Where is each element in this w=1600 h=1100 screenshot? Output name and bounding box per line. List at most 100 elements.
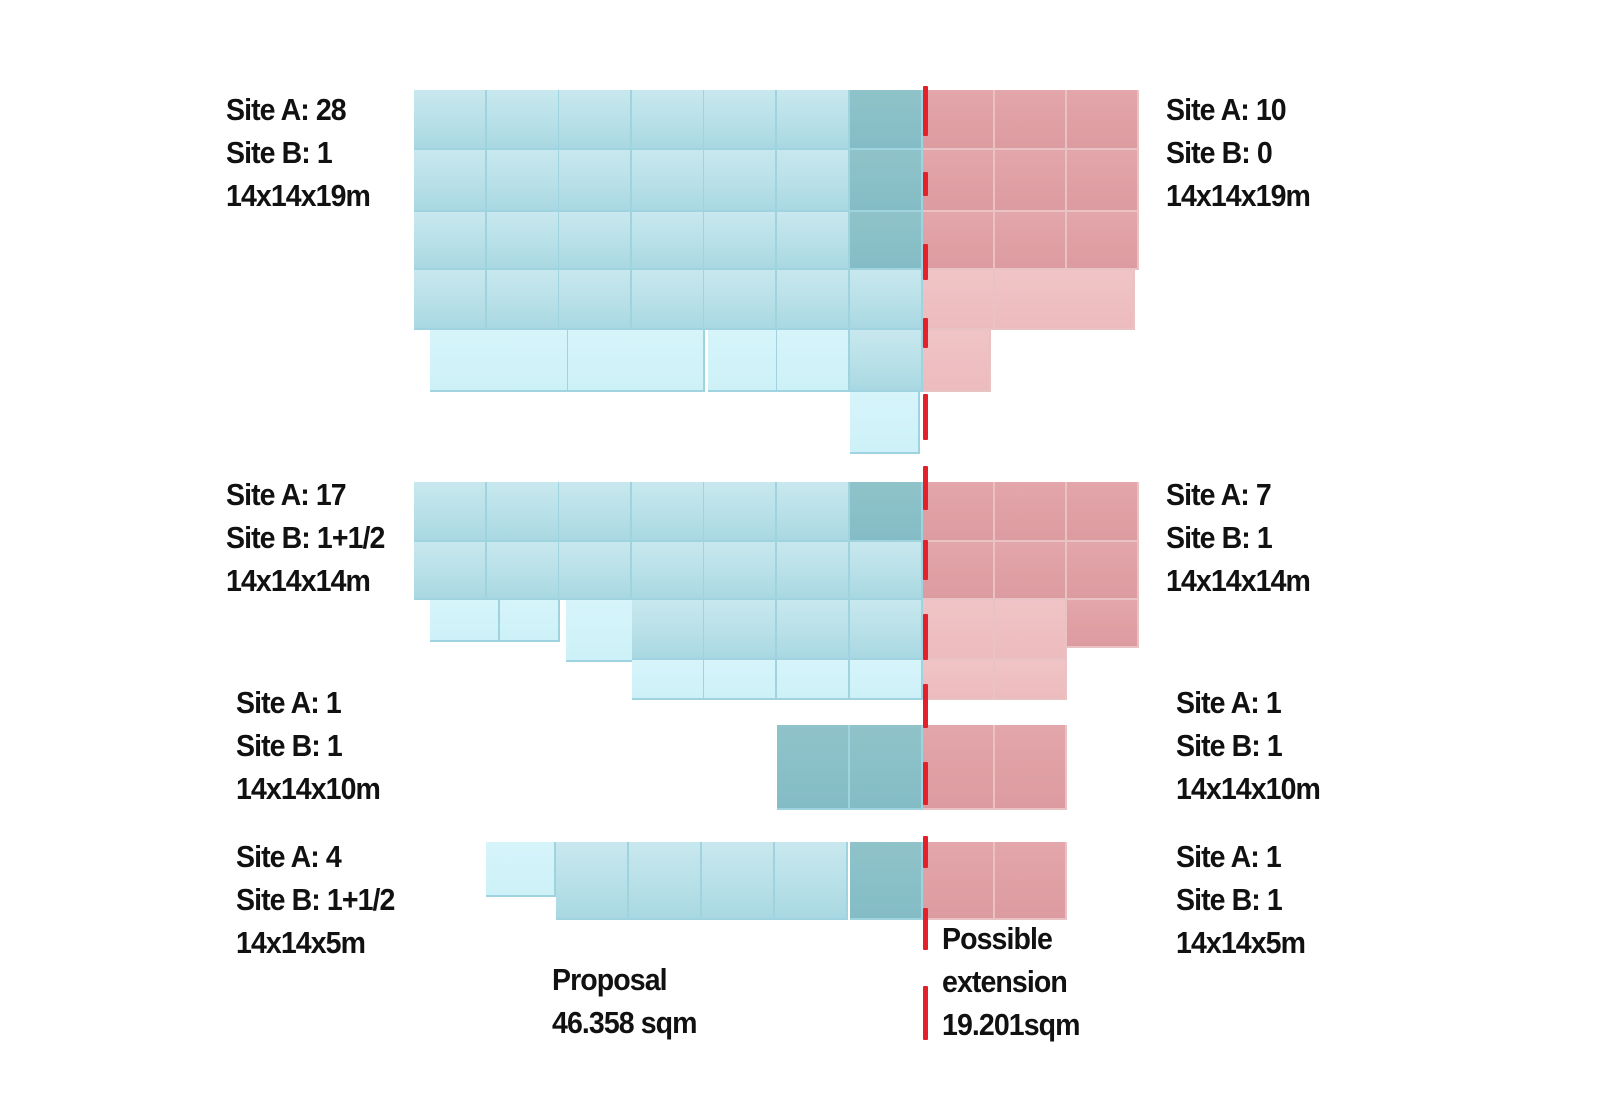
site-a-count: Site A: 1: [1176, 685, 1282, 720]
proposal-block: [629, 842, 702, 920]
divider-dash: [923, 394, 928, 440]
row-19m-proposal-label: Site A: 28 Site B: 1 14x14x19m: [226, 88, 371, 217]
extension-block: [923, 660, 995, 700]
divider-dash: [923, 614, 928, 660]
proposal-block: [850, 270, 923, 330]
proposal-block: [704, 90, 777, 150]
divider-dash: [923, 908, 928, 950]
extension-total: Possible extension 19.201sqm: [942, 917, 1081, 1046]
site-a-count: Site A: 7: [1166, 477, 1272, 512]
proposal-block: [704, 542, 777, 600]
proposal-title: Proposal: [552, 962, 668, 997]
extension-block: [923, 725, 995, 810]
block-size: 14x14x19m: [1166, 178, 1311, 213]
extension-block: [1067, 600, 1139, 648]
site-b-count: Site B: 0: [1166, 135, 1273, 170]
proposal-block: [704, 482, 777, 542]
block-size: 14x14x19m: [226, 178, 371, 213]
proposal-block: [850, 600, 923, 660]
row-14m-extension-label: Site A: 7 Site B: 1 14x14x14m: [1166, 473, 1311, 602]
extension-block: [1055, 270, 1135, 330]
proposal-block: [850, 725, 923, 810]
proposal-block: [777, 270, 850, 330]
proposal-block: [704, 150, 777, 212]
extension-title-line1: Possible: [942, 921, 1053, 956]
proposal-block: [556, 842, 629, 920]
row-5m-proposal-label: Site A: 4 Site B: 1+1/2 14x14x5m: [236, 835, 395, 964]
proposal-block: [702, 842, 775, 920]
proposal-block: [704, 660, 777, 700]
block-size: 14x14x14m: [226, 563, 371, 598]
proposal-block: [414, 150, 487, 212]
site-a-count: Site A: 10: [1166, 92, 1287, 127]
divider-dash: [923, 986, 928, 1040]
site-b-count: Site B: 1: [1166, 520, 1273, 555]
site-b-count: Site B: 1: [226, 135, 333, 170]
extension-block: [995, 150, 1067, 212]
proposal-block: [850, 392, 920, 454]
proposal-block: [487, 212, 560, 270]
site-a-count: Site A: 28: [226, 92, 347, 127]
proposal-block: [850, 842, 923, 920]
proposal-block: [777, 600, 850, 660]
divider-dash: [923, 836, 928, 868]
proposal-block: [777, 542, 850, 600]
proposal-area: 46.358 sqm: [552, 1005, 698, 1040]
row-5m-extension-label: Site A: 1 Site B: 1 14x14x5m: [1176, 835, 1306, 964]
proposal-block: [430, 330, 500, 392]
proposal-block: [414, 270, 487, 330]
proposal-block: [632, 212, 705, 270]
extension-area: 19.201sqm: [942, 1007, 1081, 1042]
proposal-block: [487, 90, 560, 150]
row-10m-proposal-label: Site A: 1 Site B: 1 14x14x10m: [236, 681, 381, 810]
divider-dash: [923, 318, 928, 348]
extension-block: [995, 600, 1067, 660]
row-10m-extension-label: Site A: 1 Site B: 1 14x14x10m: [1176, 681, 1321, 810]
proposal-block: [632, 660, 705, 700]
proposal-block: [632, 270, 705, 330]
extension-block: [923, 842, 995, 920]
proposal-block: [632, 482, 705, 542]
proposal-block: [487, 150, 560, 212]
proposal-block: [850, 90, 923, 150]
proposal-block: [850, 660, 923, 700]
proposal-block: [777, 212, 850, 270]
site-b-count: Site B: 1: [1176, 882, 1283, 917]
block-size: 14x14x10m: [236, 771, 381, 806]
block-size: 14x14x10m: [1176, 771, 1321, 806]
extension-block: [923, 90, 995, 150]
proposal-total: Proposal 46.358 sqm: [552, 958, 698, 1044]
extension-title-line2: extension: [942, 964, 1068, 999]
proposal-block: [704, 600, 777, 660]
proposal-block: [777, 725, 850, 810]
proposal-block: [414, 212, 487, 270]
block-size: 14x14x5m: [236, 925, 366, 960]
proposal-block: [559, 212, 632, 270]
row-14m-proposal-label: Site A: 17 Site B: 1+1/2 14x14x14m: [226, 473, 385, 602]
proposal-block: [559, 150, 632, 212]
proposal-block: [777, 482, 850, 542]
extension-block: [1067, 482, 1139, 542]
divider-dash: [923, 466, 928, 510]
extension-block: [923, 330, 991, 392]
proposal-block: [777, 90, 850, 150]
extension-block: [1067, 150, 1139, 212]
divider-dash: [923, 684, 928, 728]
proposal-block: [632, 542, 705, 600]
block-size: 14x14x5m: [1176, 925, 1306, 960]
extension-block: [995, 542, 1067, 600]
extension-block: [1067, 212, 1139, 270]
proposal-block: [559, 482, 632, 542]
site-a-count: Site A: 4: [236, 839, 342, 874]
extension-block: [923, 542, 995, 600]
extension-block: [923, 150, 995, 212]
proposal-block: [777, 330, 850, 392]
extension-block: [923, 212, 995, 270]
proposal-block: [568, 330, 641, 392]
proposal-block: [632, 600, 705, 660]
proposal-block: [414, 482, 487, 542]
proposal-block: [775, 842, 848, 920]
divider-dash: [923, 172, 928, 196]
proposal-block: [500, 600, 560, 642]
